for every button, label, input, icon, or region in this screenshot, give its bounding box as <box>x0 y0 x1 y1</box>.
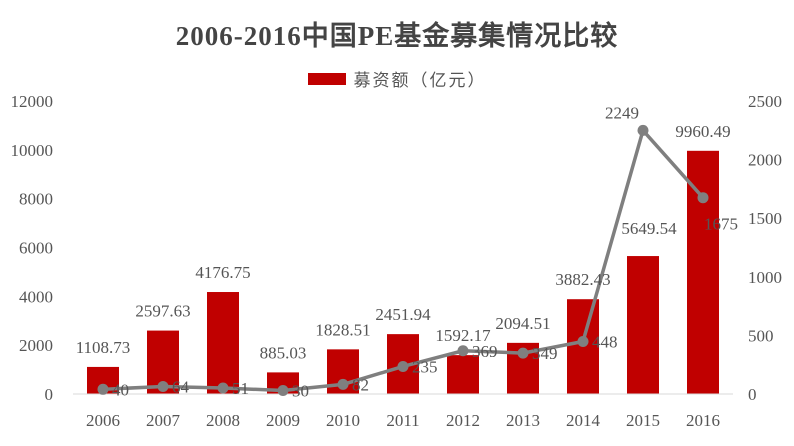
bar-data-label: 1828.51 <box>315 320 370 339</box>
x-tick-label: 2007 <box>146 411 181 430</box>
y-left-tick-label: 2000 <box>19 336 53 355</box>
bar-data-label: 5649.54 <box>621 219 677 238</box>
line-data-label: 40 <box>112 380 129 399</box>
y-right-tick-label: 2000 <box>748 151 782 170</box>
y-right-tick-label: 0 <box>748 385 757 404</box>
bar-2016 <box>687 150 719 394</box>
y-left-tick-label: 6000 <box>19 239 53 258</box>
line-data-label: 2249 <box>605 103 639 122</box>
line-data-label: 448 <box>592 332 618 351</box>
x-tick-label: 2013 <box>506 411 540 430</box>
line-point-2011 <box>397 360 409 372</box>
line-point-2006 <box>97 383 109 395</box>
bar-data-label: 9960.49 <box>675 122 730 141</box>
line-data-label: 1675 <box>704 215 738 234</box>
legend-swatch-bar <box>307 72 346 85</box>
y-right-tick-label: 1500 <box>748 209 782 228</box>
y-left-tick-label: 4000 <box>19 287 53 306</box>
line-point-2016 <box>697 192 709 204</box>
line-point-2010 <box>337 378 349 390</box>
line-data-label: 51 <box>232 379 249 398</box>
y-left-tick-label: 12000 <box>11 92 54 111</box>
x-tick-label: 2006 <box>86 411 120 430</box>
line-data-label: 30 <box>292 381 309 400</box>
chart-title: 2006-2016中国PE基金募集情况比较 <box>175 21 619 51</box>
x-tick-label: 2014 <box>566 411 601 430</box>
line-data-label: 64 <box>172 377 190 396</box>
bar-data-label: 2451.94 <box>375 305 431 324</box>
x-tick-label: 2012 <box>446 411 480 430</box>
line-point-2014 <box>577 335 589 347</box>
axis-layer: 2006 2007 2008 2009 2010 2011 2012 2013 2014 2015… <box>11 92 783 430</box>
x-tick-label: 2015 <box>626 411 660 430</box>
bar-data-label: 4176.75 <box>195 263 250 282</box>
x-tick-label: 2008 <box>206 411 240 430</box>
bar-2008 <box>207 292 239 394</box>
bar-data-label: 3882.43 <box>555 270 610 289</box>
bars-layer <box>87 150 719 394</box>
line-point-2012 <box>457 345 469 357</box>
bar-data-label: 1108.73 <box>76 338 131 357</box>
bar-data-label: 2597.63 <box>135 302 190 321</box>
y-right-tick-label: 500 <box>748 326 774 345</box>
bar-data-label: 2094.51 <box>495 314 550 333</box>
y-left-tick-label: 10000 <box>11 141 54 160</box>
line-point-2015 <box>637 124 649 136</box>
legend-label-bar: 募资额（亿元） <box>353 71 487 90</box>
y-right-tick-label: 2500 <box>748 92 782 111</box>
line-data-label: 82 <box>352 375 369 394</box>
line-point-2013 <box>517 347 529 359</box>
line-point-2007 <box>157 380 169 392</box>
line-data-label: 235 <box>412 357 438 376</box>
line-data-label: 349 <box>532 344 558 363</box>
bar-data-label: 1592.17 <box>435 326 491 345</box>
y-left-tick-label: 8000 <box>19 190 53 209</box>
y-left-tick-label: 0 <box>45 385 54 404</box>
line-point-2008 <box>217 382 229 394</box>
bar-2012 <box>447 355 479 394</box>
bar-2015 <box>627 256 659 394</box>
legend: 募资额（亿元） <box>0 66 794 91</box>
x-tick-label: 2010 <box>326 411 360 430</box>
line-layer <box>97 124 709 396</box>
x-tick-label: 2016 <box>686 411 720 430</box>
x-tick-label: 2009 <box>266 411 300 430</box>
bar-data-label: 885.03 <box>260 343 307 362</box>
x-tick-label: 2011 <box>386 411 419 430</box>
line-point-2009 <box>277 384 289 396</box>
y-right-tick-label: 1000 <box>748 268 782 287</box>
line-data-label: 369 <box>472 342 498 361</box>
